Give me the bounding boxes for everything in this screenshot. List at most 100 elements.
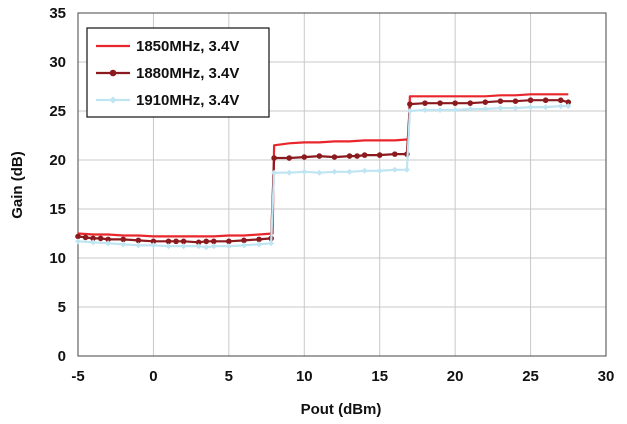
series-1-point-12 (203, 238, 210, 245)
series-2-point-32 (512, 105, 519, 112)
series-2-point-5 (150, 242, 157, 249)
series-1-point-3 (97, 235, 104, 242)
x-tick-label-5: 20 (447, 368, 464, 385)
y-tick-label-1: 5 (58, 299, 66, 316)
series-1-point-38 (542, 97, 549, 104)
series-2-point-15 (271, 169, 278, 176)
series-1-point-14 (226, 238, 232, 245)
series-2-point-26 (421, 107, 428, 114)
series-1-point-37 (527, 97, 534, 104)
series-2-point-36 (565, 103, 572, 110)
legend-entry-1880: 1880MHz, 3.4V (96, 65, 239, 82)
series-2-point-33 (527, 104, 534, 111)
series-1-point-22 (331, 154, 338, 160)
series-0 (77, 93, 569, 238)
series-1-point-10 (180, 238, 187, 245)
series-layer (75, 93, 572, 251)
x-tick-label-1: 0 (149, 368, 157, 385)
series-2-point-7 (180, 243, 187, 250)
series-2-point-29 (467, 106, 474, 113)
series-2-point-10 (210, 243, 217, 250)
y-tick-label-3: 15 (49, 201, 66, 218)
legend-entry-1910: 1910MHz, 3.4V (96, 92, 239, 109)
series-1-point-26 (376, 152, 383, 158)
series-1-point-35 (497, 98, 504, 104)
series-1-point-34 (482, 99, 489, 105)
series-1-point-6 (135, 237, 142, 244)
series-1-point-9 (173, 238, 179, 245)
series-2-point-1 (90, 239, 97, 246)
series-2-point-18 (316, 169, 323, 176)
series-line-2 (77, 104, 569, 249)
legend: 1850MHz, 3.4V 1880MHz, 3.4V 1910MHz, 3.4… (86, 27, 270, 118)
series-2-point-14 (268, 240, 275, 247)
series-2-point-12 (240, 242, 247, 249)
x-tick-label-3: 10 (296, 368, 313, 385)
y-axis-tick-labels: 0 5 10 15 20 25 30 35 (49, 5, 66, 365)
series-1-point-4 (105, 236, 111, 243)
x-tick-label-0: -5 (71, 368, 84, 385)
series-1-point-32 (452, 100, 458, 106)
series-1-point-16 (256, 236, 262, 243)
series-1-point-20 (301, 154, 308, 160)
series-2-point-2 (105, 240, 112, 247)
legend-marker-1910 (109, 96, 117, 104)
series-2-point-24 (403, 166, 410, 173)
series-1-point-24 (354, 153, 360, 159)
x-tick-label-4: 15 (371, 368, 388, 385)
x-axis-tick-labels: -5 0 5 10 15 20 25 30 (71, 368, 614, 385)
series-1-point-39 (557, 97, 564, 104)
legend-label-1880: 1880MHz, 3.4V (136, 65, 239, 82)
series-line-1 (77, 99, 569, 244)
legend-entry-1850: 1850MHz, 3.4V (96, 38, 239, 55)
series-2-point-30 (482, 106, 489, 113)
series-1-point-30 (422, 100, 428, 106)
x-tick-label-6: 25 (522, 368, 539, 385)
series-2-point-13 (256, 241, 263, 248)
series-1-point-0 (75, 233, 81, 240)
series-line-0 (77, 93, 569, 238)
series-2-point-28 (452, 107, 459, 114)
series-1-point-15 (241, 237, 247, 244)
series-1-point-5 (120, 236, 127, 243)
y-tick-label-6: 30 (49, 54, 66, 71)
series-2-point-0 (75, 238, 81, 245)
legend-marker-1880 (109, 69, 117, 77)
series-1-point-27 (392, 151, 398, 157)
y-tick-label-7: 35 (49, 5, 66, 22)
series-1-point-7 (150, 238, 157, 245)
x-tick-label-2: 5 (225, 368, 233, 385)
plot-area-border (77, 12, 607, 357)
x-tick-label-7: 30 (598, 368, 615, 385)
series-2-point-6 (165, 243, 172, 250)
grid-lines (77, 12, 607, 357)
series-2 (75, 103, 572, 251)
x-axis-title: Pout (dBm) (301, 401, 382, 418)
series-1-point-36 (512, 98, 519, 104)
y-tick-label-4: 20 (49, 152, 66, 169)
y-tick-label-0: 0 (58, 348, 66, 365)
series-2-point-19 (331, 168, 338, 175)
series-2-point-21 (361, 167, 368, 174)
series-2-point-4 (135, 242, 142, 249)
series-2-point-34 (542, 104, 549, 111)
series-1-point-11 (195, 239, 202, 246)
series-2-point-27 (437, 107, 444, 114)
series-1-point-19 (286, 155, 293, 161)
series-1-point-8 (165, 238, 172, 245)
series-2-point-9 (203, 244, 210, 251)
series-1-point-31 (437, 100, 443, 106)
series-1-point-21 (316, 153, 323, 159)
y-tick-label-2: 10 (49, 250, 66, 267)
series-2-point-20 (346, 168, 353, 175)
series-1-point-13 (210, 238, 217, 245)
series-1-point-25 (361, 152, 368, 158)
series-1-point-40 (565, 99, 572, 105)
series-1-point-2 (90, 235, 96, 242)
series-2-point-23 (391, 166, 398, 173)
series-1-point-29 (407, 101, 413, 107)
series-2-point-31 (497, 105, 504, 112)
y-axis-title: Gain (dB) (9, 151, 26, 219)
legend-label-1910: 1910MHz, 3.4V (136, 92, 239, 109)
